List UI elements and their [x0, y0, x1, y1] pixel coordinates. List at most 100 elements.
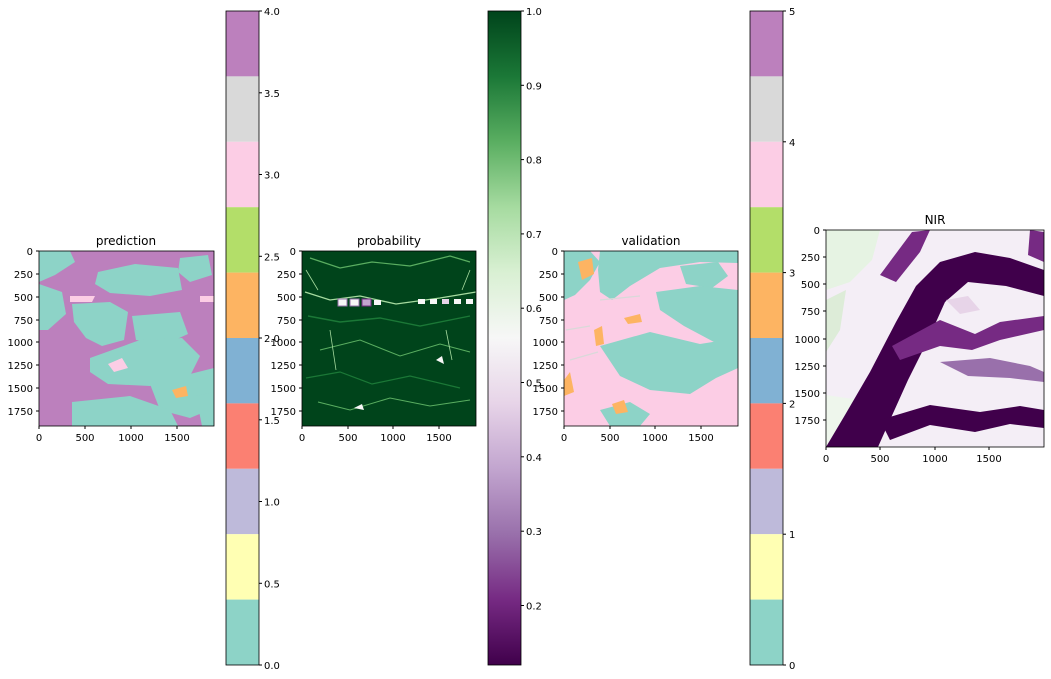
prediction-x-axis: 0 500 1000 1500 — [36, 426, 190, 444]
colorbar-segment — [226, 207, 259, 273]
prediction-image — [38, 250, 215, 427]
colorbar-segment — [750, 534, 783, 600]
colorbar-tick: 4 — [789, 138, 795, 149]
colorbar-segment — [226, 141, 259, 208]
nir-ytick: 1750 — [795, 416, 820, 427]
nir-xtick: 0 — [823, 454, 829, 465]
nir-panel: NIR 0 250 500 750 — [795, 213, 1045, 465]
colorbar-segment — [226, 534, 259, 600]
validation-ytick: 1750 — [533, 407, 558, 418]
probability-xtick: 500 — [338, 433, 357, 444]
prediction-xtick: 1000 — [118, 433, 143, 444]
colorbar-tick: 4.0 — [264, 7, 280, 18]
prediction-ytick: 250 — [14, 270, 33, 281]
colorbar-segment — [226, 11, 259, 77]
probability-y-axis: 0 250 500 750 1000 1250 1500 1750 — [271, 247, 302, 418]
validation-ytick: 1000 — [533, 338, 558, 349]
validation-ytick: 500 — [539, 293, 558, 304]
validation-ytick: 1500 — [533, 384, 558, 395]
validation-image — [563, 250, 739, 427]
probability-ytick: 1500 — [271, 384, 296, 395]
colorbar-segment — [750, 207, 783, 273]
colorbar-tick: 0.4 — [526, 453, 542, 464]
colorbar-tick: 1 — [789, 530, 795, 541]
colorbar-segment — [226, 403, 259, 469]
validation-x-axis: 0 500 1000 1500 — [561, 426, 714, 444]
colorbar-tick: 0.7 — [526, 230, 542, 241]
colorbar-segment — [750, 272, 783, 338]
probability-xtick: 1500 — [426, 433, 451, 444]
prediction-ytick: 1250 — [8, 361, 33, 372]
colorbar-tick: 0.3 — [526, 527, 542, 538]
nir-ytick: 500 — [801, 280, 820, 291]
colorbar-tick: 3.5 — [264, 89, 280, 100]
colorbar-tick: 2 — [789, 399, 795, 410]
colorbar-segment — [750, 11, 783, 77]
prediction-xtick: 500 — [75, 433, 94, 444]
colorbar-tick: 1.0 — [526, 7, 542, 18]
colorbar-tick: 0.6 — [526, 304, 542, 315]
colorbar-tick: 1.5 — [264, 416, 280, 427]
prediction-title: prediction — [96, 234, 156, 248]
prediction-ytick: 1750 — [8, 407, 33, 418]
colorbar-tick: 0.0 — [264, 661, 280, 672]
colorbar-segment — [750, 141, 783, 208]
prediction-ytick: 750 — [14, 316, 33, 327]
prediction-panel: prediction — [8, 234, 215, 444]
colorbar-segment — [226, 468, 259, 535]
probability-x-axis: 0 500 1000 1500 — [299, 426, 452, 444]
colorbar-segment — [226, 599, 259, 665]
probability-colorbar: 0.2 0.3 0.4 0.5 0.6 0.7 0.8 0.9 1.0 — [487, 7, 542, 666]
colorbar-tick: 2.5 — [264, 252, 280, 263]
nir-x-axis: 0 500 1000 1500 — [823, 447, 1002, 465]
validation-panel: validation 0 250 — [533, 234, 739, 444]
probability-ytick: 1000 — [271, 338, 296, 349]
colorbar-segment — [750, 403, 783, 469]
colorbar-segment — [226, 338, 259, 404]
probability-ytick: 0 — [290, 247, 296, 258]
validation-ytick: 750 — [539, 316, 558, 327]
probability-ytick: 750 — [277, 316, 296, 327]
nir-xtick: 500 — [870, 454, 889, 465]
colorbar-tick: 0.8 — [526, 156, 542, 167]
nir-ytick: 1500 — [795, 389, 820, 400]
colorbar-tick: 5 — [789, 7, 795, 18]
probability-xtick: 0 — [299, 433, 305, 444]
probability-image — [301, 250, 477, 427]
validation-xtick: 500 — [600, 433, 619, 444]
prediction-ytick: 1000 — [8, 338, 33, 349]
probability-ytick: 500 — [277, 293, 296, 304]
colorbar-segment — [750, 468, 783, 535]
prediction-ytick: 1500 — [8, 384, 33, 395]
validation-ytick: 0 — [552, 247, 558, 258]
nir-ytick: 1250 — [795, 362, 820, 373]
colorbar-segment — [750, 76, 783, 142]
colorbar-segment — [226, 76, 259, 142]
colorbar-segment — [750, 599, 783, 665]
probability-xtick: 1000 — [380, 433, 405, 444]
nir-ytick: 750 — [801, 307, 820, 318]
colorbar-tick: 0.5 — [526, 379, 542, 390]
colorbar-tick: 0.5 — [264, 579, 280, 590]
nir-xtick: 1000 — [922, 454, 947, 465]
nir-title: NIR — [925, 213, 946, 227]
nir-ytick: 1000 — [795, 335, 820, 346]
validation-ytick: 1250 — [533, 361, 558, 372]
prediction-ytick: 500 — [14, 293, 33, 304]
nir-ytick: 0 — [814, 226, 820, 237]
probability-panel: probability — [271, 234, 477, 444]
probability-ytick: 1250 — [271, 361, 296, 372]
prediction-colorbar: 0.0 0.5 1.0 1.5 2.0 2.5 3.0 3.5 4.0 — [225, 7, 280, 672]
validation-ytick: 250 — [539, 270, 558, 281]
validation-y-axis: 0 250 500 750 1000 1250 1500 1750 — [533, 247, 564, 418]
validation-title: validation — [621, 234, 680, 248]
probability-ytick: 1750 — [271, 407, 296, 418]
validation-xtick: 0 — [561, 433, 567, 444]
colorbar-tick: 1.0 — [264, 498, 280, 509]
colorbar-tick: 3.0 — [264, 171, 280, 182]
prediction-xtick: 0 — [36, 433, 42, 444]
colorbar-tick: 2.0 — [264, 334, 280, 345]
nir-xtick: 1500 — [976, 454, 1001, 465]
colorbar-tick: 0 — [789, 661, 795, 672]
probability-title: probability — [357, 234, 421, 248]
